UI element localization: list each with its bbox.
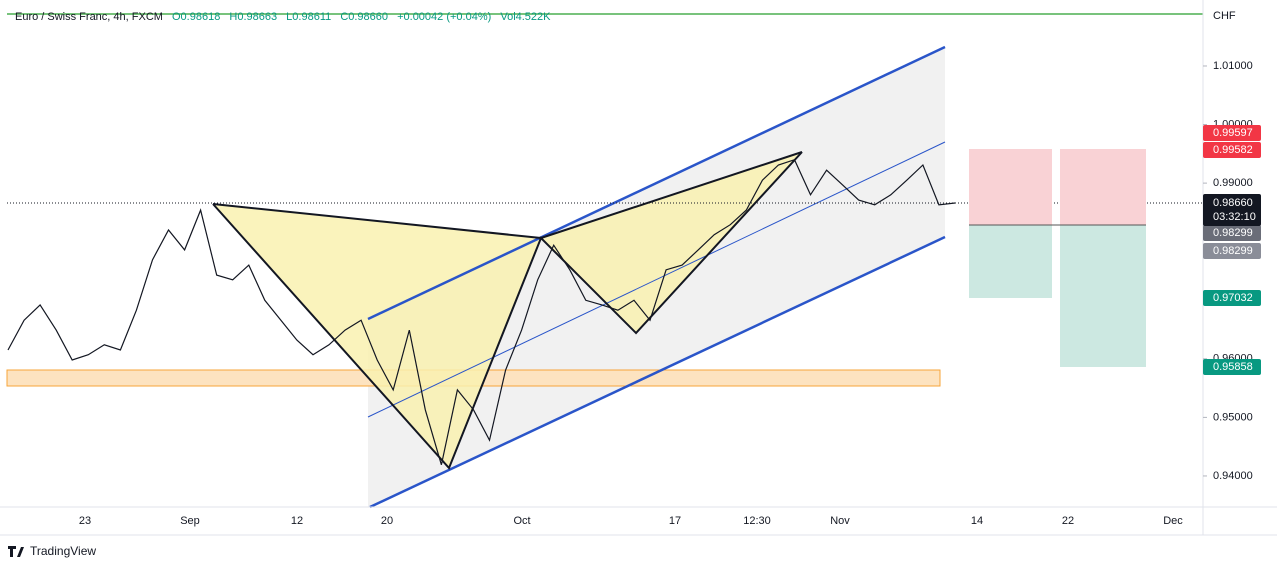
price-badge-label: 0.98299 (1213, 245, 1253, 257)
change: +0.00042 (+0.04%) (397, 11, 491, 23)
price-badge-label: 0.98299 (1213, 227, 1253, 239)
price-badge-label: 0.99597 (1213, 127, 1253, 139)
time-tick-label: 17 (669, 515, 681, 527)
price-badge (1203, 243, 1261, 259)
time-tick-label: Oct (513, 515, 530, 527)
pattern-fill (541, 152, 802, 333)
channel-middle (367, 141, 946, 418)
stop-zone (969, 149, 1052, 225)
currency: CHF (1213, 10, 1236, 22)
channel-upper (367, 45, 946, 321)
plot (6, 13, 1203, 509)
stop-zone (1060, 149, 1146, 225)
high: H0.98663 (229, 11, 277, 23)
pattern-leg (212, 203, 542, 239)
time-tick-label: Dec (1163, 515, 1183, 527)
price-tick-label: 0.99000 (1213, 177, 1253, 189)
price-badge (1203, 225, 1261, 241)
last-price: 0.98660 (1213, 197, 1253, 209)
price-tick-label: 0.94000 (1213, 470, 1253, 482)
low: L0.98611 (286, 11, 331, 23)
price-badge (1203, 359, 1261, 375)
price-tick-label: 0.95000 (1213, 411, 1253, 423)
time-tick-label: Sep (180, 515, 200, 527)
time-tick-label: 22 (1062, 515, 1074, 527)
price-badge-label: 0.95858 (1213, 361, 1253, 373)
price-badge-label: 0.97032 (1213, 292, 1253, 304)
countdown: 03:32:10 (1213, 211, 1256, 223)
price-badge (1203, 142, 1261, 158)
logo[interactable]: TradingView (8, 544, 96, 558)
time-tick-label: Nov (830, 515, 850, 527)
target-zone (969, 225, 1052, 298)
pattern-fill (213, 204, 541, 468)
channel-lower (369, 235, 946, 509)
last-price-badge (1203, 194, 1261, 226)
price-badge-label: 0.99582 (1213, 144, 1253, 156)
target-zone (1060, 225, 1146, 367)
pattern-lines (212, 151, 803, 470)
symbol: Euro / Swiss Franc, 4h, FXCM (15, 11, 163, 23)
time-tick-label: 12 (291, 515, 303, 527)
price-tick-label: 1.01000 (1213, 60, 1253, 72)
time-tick-label: 20 (381, 515, 393, 527)
volume: Vol4.522K (500, 11, 551, 23)
pattern-leg (540, 151, 803, 239)
branding[interactable]: TradingView (30, 544, 96, 558)
close: C0.98660 (340, 11, 388, 23)
time-tick-label: 14 (971, 515, 983, 527)
price-badge (1203, 290, 1261, 306)
time-tick-label: 23 (79, 515, 91, 527)
logo-mark (8, 546, 24, 557)
open: O0.98618 (172, 11, 220, 23)
time-tick-label: 12:30 (743, 515, 771, 527)
price-line (7, 158, 956, 465)
price-badge (1203, 125, 1261, 141)
header: Euro / Swiss Franc, 4h, FXCM O0.98618 H0… (15, 11, 551, 23)
